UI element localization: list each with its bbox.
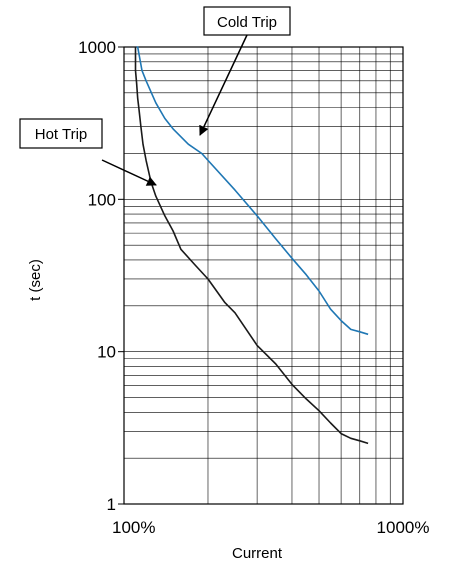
x-tick-label: 100% (112, 518, 155, 537)
hot-trip-callout-box (19, 118, 103, 149)
y-axis-label: t (sec) (27, 259, 44, 301)
cold-trip-callout: Cold Trip (199, 6, 291, 136)
hot-trip-callout-label: Hot Trip (35, 126, 88, 143)
hot-trip-callout: Hot Trip (19, 118, 157, 186)
y-tick-label: 100 (88, 190, 116, 209)
cold-trip-series-line (136, 46, 369, 336)
x-tick-label: 1000% (377, 518, 430, 537)
hot-trip-series-line (134, 47, 369, 445)
grid (124, 47, 403, 504)
x-axis-label: Current (232, 545, 283, 562)
series-layer (134, 46, 369, 445)
cold-trip-arrow (199, 34, 248, 136)
cold-trip-callout-box (203, 6, 291, 36)
y-tick-label: 1 (107, 495, 116, 514)
y-tick-labels: 1 10 100 1000 (78, 38, 124, 514)
cold-trip-callout-label: Cold Trip (217, 14, 277, 31)
x-tick-labels: 100% 1000% (112, 518, 429, 537)
hot-trip-arrow (101, 159, 157, 186)
y-tick-label: 1000 (78, 38, 116, 57)
plot-frame (123, 46, 404, 505)
y-tick-label: 10 (97, 343, 116, 362)
